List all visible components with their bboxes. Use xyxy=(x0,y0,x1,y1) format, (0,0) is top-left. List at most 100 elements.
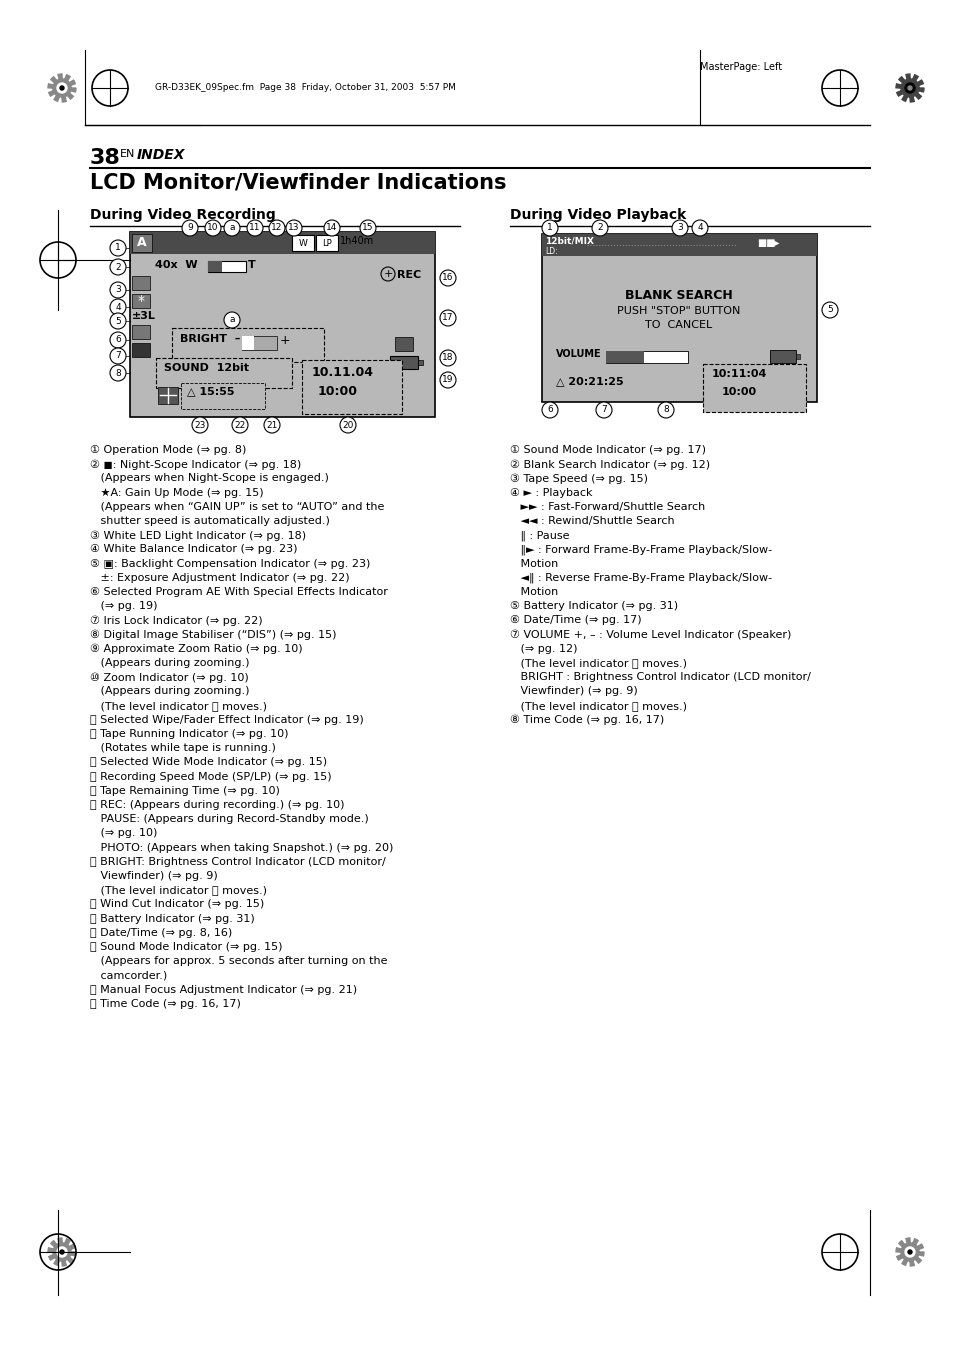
Text: 10:11:04: 10:11:04 xyxy=(711,369,766,380)
Circle shape xyxy=(57,1247,67,1256)
Text: SOUND  12bit: SOUND 12bit xyxy=(164,363,249,373)
Circle shape xyxy=(110,259,126,276)
Text: MasterPage: Left: MasterPage: Left xyxy=(700,62,781,72)
Text: shutter speed is automatically adjusted.): shutter speed is automatically adjusted.… xyxy=(90,516,330,526)
Text: 22: 22 xyxy=(234,420,245,430)
Text: During Video Playback: During Video Playback xyxy=(510,208,685,222)
Circle shape xyxy=(110,332,126,349)
Circle shape xyxy=(339,417,355,434)
Text: Viewfinder) (⇒ pg. 9): Viewfinder) (⇒ pg. 9) xyxy=(90,871,217,881)
Text: W: W xyxy=(298,239,307,247)
Circle shape xyxy=(907,1250,911,1254)
Text: (Appears during zooming.): (Appears during zooming.) xyxy=(90,686,250,696)
Text: 19: 19 xyxy=(442,376,454,385)
Text: ‖ : Pause: ‖ : Pause xyxy=(510,530,569,540)
Circle shape xyxy=(110,282,126,299)
Text: 17: 17 xyxy=(442,313,454,323)
Text: LCD Monitor/Viewfinder Indications: LCD Monitor/Viewfinder Indications xyxy=(90,172,506,192)
Text: ⑦ Iris Lock Indicator (⇒ pg. 22): ⑦ Iris Lock Indicator (⇒ pg. 22) xyxy=(90,616,262,626)
Polygon shape xyxy=(48,74,76,101)
Text: 7: 7 xyxy=(115,351,121,361)
Bar xyxy=(292,235,314,251)
Text: ⑬ Selected Wide Mode Indicator (⇒ pg. 15): ⑬ Selected Wide Mode Indicator (⇒ pg. 15… xyxy=(90,758,327,767)
Text: ④ ► : Playback: ④ ► : Playback xyxy=(510,488,592,497)
Text: 18: 18 xyxy=(442,354,454,362)
Text: 16: 16 xyxy=(442,273,454,282)
Bar xyxy=(208,261,222,272)
Text: ‖► : Forward Frame-By-Frame Playback/Slow-: ‖► : Forward Frame-By-Frame Playback/Slo… xyxy=(510,544,771,555)
Text: ⑥ Date/Time (⇒ pg. 17): ⑥ Date/Time (⇒ pg. 17) xyxy=(510,616,641,626)
Bar xyxy=(795,354,800,359)
Text: 8: 8 xyxy=(115,369,121,377)
Bar xyxy=(395,336,413,351)
Circle shape xyxy=(182,220,198,236)
Circle shape xyxy=(821,303,837,317)
Circle shape xyxy=(57,82,67,93)
Text: PHOTO: (Appears when taking Snapshot.) (⇒ pg. 20): PHOTO: (Appears when taking Snapshot.) (… xyxy=(90,843,393,852)
Text: ① Sound Mode Indicator (⇒ pg. 17): ① Sound Mode Indicator (⇒ pg. 17) xyxy=(510,444,705,455)
Circle shape xyxy=(691,220,707,236)
Text: GR-D33EK_09Spec.fm  Page 38  Friday, October 31, 2003  5:57 PM: GR-D33EK_09Spec.fm Page 38 Friday, Octob… xyxy=(154,84,456,92)
Text: (Appears for approx. 5 seconds after turning on the: (Appears for approx. 5 seconds after tur… xyxy=(90,957,387,966)
Polygon shape xyxy=(895,1238,923,1266)
Circle shape xyxy=(110,299,126,315)
Circle shape xyxy=(439,372,456,388)
Text: △ 20:21:25: △ 20:21:25 xyxy=(556,376,623,386)
Text: (Appears during zooming.): (Appears during zooming.) xyxy=(90,658,250,667)
Text: ◄◄ : Rewind/Shuttle Search: ◄◄ : Rewind/Shuttle Search xyxy=(510,516,674,526)
Text: 9: 9 xyxy=(187,223,193,232)
Text: 5: 5 xyxy=(115,316,121,326)
Bar xyxy=(541,234,816,255)
Text: ⑮ Tape Remaining Time (⇒ pg. 10): ⑮ Tape Remaining Time (⇒ pg. 10) xyxy=(90,786,279,796)
Text: Viewfinder) (⇒ pg. 9): Viewfinder) (⇒ pg. 9) xyxy=(510,686,638,696)
Text: ⑤ ▣: Backlight Compensation Indicator (⇒ pg. 23): ⑤ ▣: Backlight Compensation Indicator (⇒… xyxy=(90,558,370,569)
Text: 11: 11 xyxy=(249,223,260,232)
Text: ⑭ Recording Speed Mode (SP/LP) (⇒ pg. 15): ⑭ Recording Speed Mode (SP/LP) (⇒ pg. 15… xyxy=(90,771,332,782)
Circle shape xyxy=(907,86,911,91)
Text: 5: 5 xyxy=(826,305,832,315)
Bar xyxy=(132,295,150,308)
Text: ±3L: ±3L xyxy=(132,311,155,322)
Text: INDEX: INDEX xyxy=(137,149,185,162)
Circle shape xyxy=(60,86,64,91)
Circle shape xyxy=(439,270,456,286)
Bar xyxy=(130,232,435,417)
Text: ▶: ▶ xyxy=(771,238,779,249)
Text: camcorder.): camcorder.) xyxy=(90,970,167,981)
Text: PAUSE: (Appears during Record-Standby mode.): PAUSE: (Appears during Record-Standby mo… xyxy=(90,815,369,824)
Bar xyxy=(132,326,150,339)
Text: 7: 7 xyxy=(600,405,606,415)
Text: (The level indicator ⓐ moves.): (The level indicator ⓐ moves.) xyxy=(90,701,267,711)
Text: ■■: ■■ xyxy=(757,238,775,249)
Circle shape xyxy=(205,220,221,236)
Circle shape xyxy=(904,1247,914,1256)
Text: Ⓖ Manual Focus Adjustment Indicator (⇒ pg. 21): Ⓖ Manual Focus Adjustment Indicator (⇒ p… xyxy=(90,985,356,994)
Bar xyxy=(130,232,435,254)
Text: 21: 21 xyxy=(266,420,277,430)
Bar xyxy=(132,234,152,253)
FancyBboxPatch shape xyxy=(172,328,324,362)
Text: BRIGHT : Brightness Control Indicator (LCD monitor/: BRIGHT : Brightness Control Indicator (L… xyxy=(510,673,810,682)
Text: 13: 13 xyxy=(288,223,299,232)
Circle shape xyxy=(264,417,280,434)
Circle shape xyxy=(439,309,456,326)
Text: ◄‖ : Reverse Frame-By-Frame Playback/Slow-: ◄‖ : Reverse Frame-By-Frame Playback/Slo… xyxy=(510,573,771,584)
Text: (⇒ pg. 12): (⇒ pg. 12) xyxy=(510,644,577,654)
Text: +: + xyxy=(280,334,291,347)
Text: ③ Tape Speed (⇒ pg. 15): ③ Tape Speed (⇒ pg. 15) xyxy=(510,473,647,484)
Text: (Appears when Night-Scope is engaged.): (Appears when Night-Scope is engaged.) xyxy=(90,473,329,484)
Bar xyxy=(132,276,150,290)
FancyBboxPatch shape xyxy=(702,363,805,412)
Text: 3: 3 xyxy=(677,223,682,232)
Circle shape xyxy=(110,349,126,363)
Text: Ⓔ Date/Time (⇒ pg. 8, 16): Ⓔ Date/Time (⇒ pg. 8, 16) xyxy=(90,928,232,938)
Circle shape xyxy=(671,220,687,236)
Circle shape xyxy=(232,417,248,434)
Text: 23: 23 xyxy=(194,420,206,430)
Text: a: a xyxy=(229,316,234,324)
Text: A: A xyxy=(137,236,147,250)
Text: 10:00: 10:00 xyxy=(317,385,357,399)
Text: Motion: Motion xyxy=(510,558,558,569)
Text: LP: LP xyxy=(322,239,332,247)
Text: PUSH "STOP" BUTTON: PUSH "STOP" BUTTON xyxy=(617,305,740,316)
